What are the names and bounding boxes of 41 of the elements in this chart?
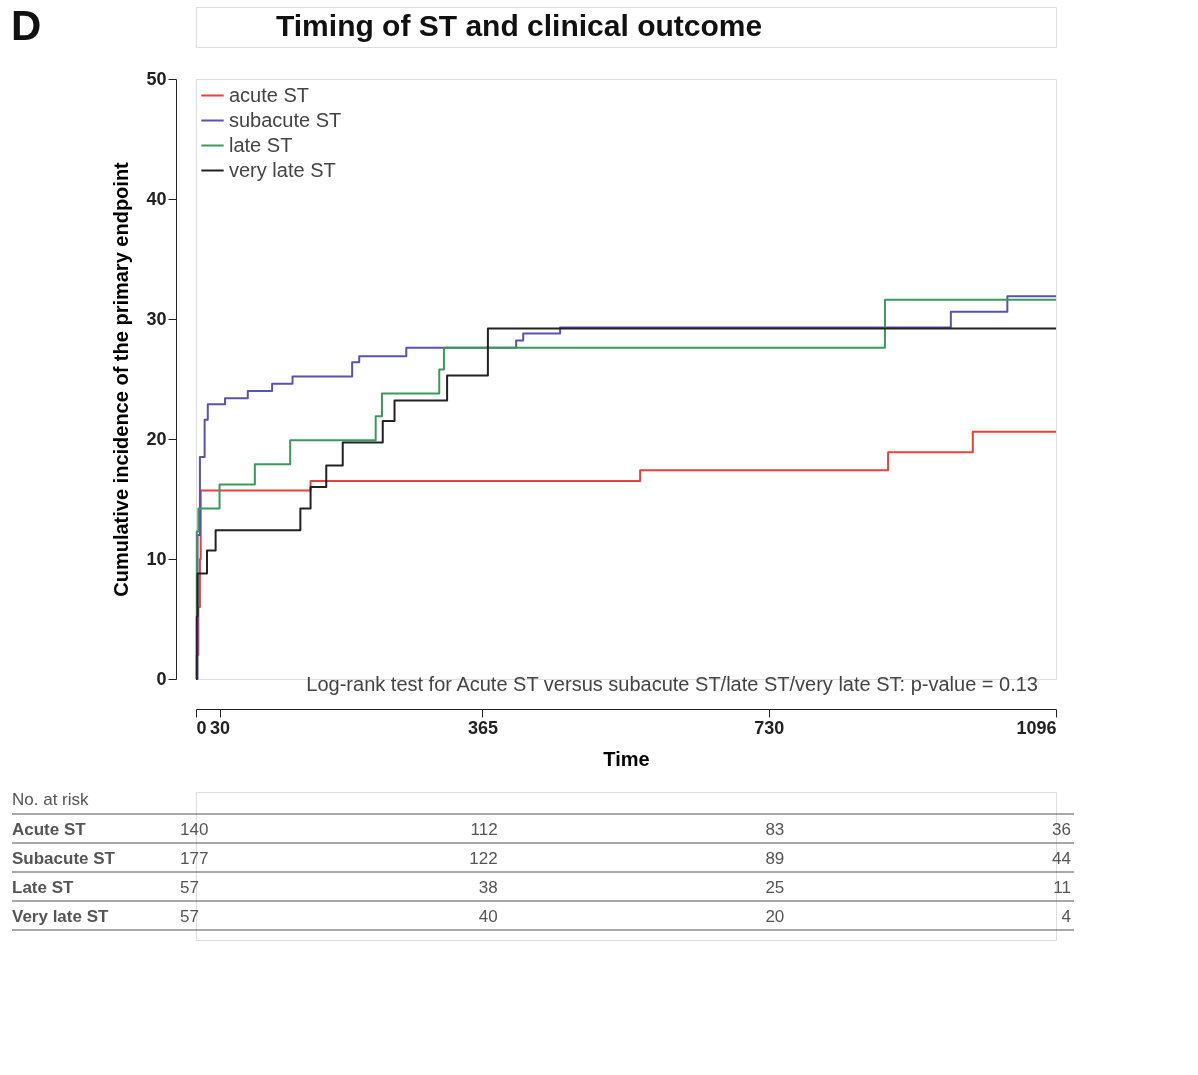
text: 20	[765, 907, 785, 926]
text: 83	[765, 820, 785, 839]
text: 57	[180, 878, 199, 897]
text: Late ST	[12, 878, 75, 897]
annotation: Log-rank test for Acute ST versus subacute ST/late ST/very late ST: p-value = 0.13	[306, 673, 1038, 695]
x-tick-label: 1096	[1016, 717, 1057, 738]
text: 112	[470, 820, 498, 839]
y-tick-label: 0	[156, 668, 167, 689]
text: 40	[478, 907, 498, 926]
text: 177	[180, 849, 209, 868]
text: 89	[765, 849, 785, 868]
text: 44	[1052, 849, 1071, 868]
text: No. at risk	[12, 790, 90, 809]
chart-title: Timing of ST and clinical outcome	[276, 9, 763, 42]
text: Acute ST	[12, 820, 87, 839]
text: Subacute ST	[12, 849, 116, 868]
y-tick-label: 40	[146, 188, 167, 209]
legend-label: late ST	[229, 133, 293, 156]
text: 4	[1061, 907, 1071, 926]
text: 140	[180, 820, 209, 839]
y-tick-label: 50	[146, 68, 167, 89]
x-tick-label: 365	[467, 717, 498, 738]
text: 122	[469, 849, 498, 868]
text: 36	[1052, 820, 1071, 839]
text: 11	[1053, 878, 1071, 897]
legend-label: very late ST	[229, 158, 336, 181]
text: 25	[765, 878, 785, 897]
text: D	[11, 2, 42, 49]
y-tick-label: 30	[146, 308, 167, 329]
x-axis-title: Time	[603, 747, 650, 770]
legend-label: acute ST	[229, 83, 310, 106]
text: 38	[478, 878, 498, 897]
y-tick-label: 10	[146, 548, 167, 569]
legend-label: subacute ST	[229, 108, 342, 131]
y-axis-title: Cumulative incidence of the primary endpoint	[110, 161, 133, 597]
y-tick-label: 20	[146, 428, 167, 449]
text: 57	[180, 907, 199, 926]
text: Very late ST	[12, 907, 109, 926]
x-tick-label: 30	[210, 717, 231, 738]
x-tick-label: 730	[754, 717, 785, 738]
x-tick-label: 0	[196, 717, 207, 738]
